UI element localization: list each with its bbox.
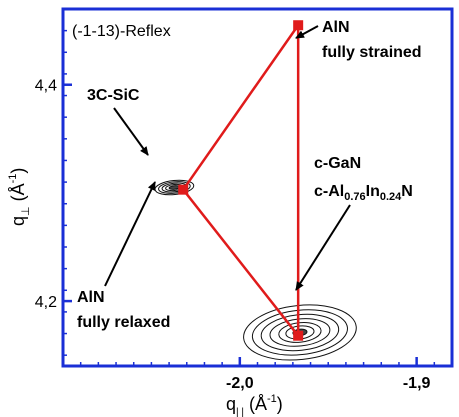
panel-label: (-1-13)-Reflex: [72, 23, 171, 40]
x-tick-label-0: -2,0: [226, 375, 254, 392]
arrow-aln-relaxed: [104, 181, 156, 287]
point-marker-2: [293, 330, 304, 341]
y-tick-label-1: 4,2: [35, 294, 57, 311]
triangle-layer: [178, 20, 304, 341]
y-tick-label-0: 4,4: [35, 78, 57, 95]
arrow-gan: [295, 204, 351, 291]
arrow-3c-sic: [113, 107, 149, 156]
y-axis-label: q⊥ (Å-1): [7, 168, 32, 226]
point-marker-0: [293, 20, 304, 31]
strain-triangle: [181, 21, 300, 340]
annotation-aln-relaxed-line1: AlN: [77, 289, 105, 306]
arrow-aln-strained: [295, 25, 319, 39]
tick-layer: -2,0 -1,9 4,4 4,2: [35, 8, 436, 392]
annotation-aln-strained-line2: fully strained: [322, 44, 422, 61]
annotation-aln-strained-line1: AlN: [322, 19, 350, 36]
contour-3c-sic-1: [158, 181, 191, 194]
annotation-aln-relaxed-line2: fully relaxed: [77, 314, 170, 331]
annotation-algan-line2: c-Al0.76In0.24N: [314, 183, 413, 203]
contour-3c-sic-4: [168, 185, 181, 190]
point-marker-1: [178, 184, 189, 195]
x-axis-label: q| | (Å-1): [226, 393, 283, 417]
plot-frame: [61, 7, 454, 368]
annotation-gan-line1: c-GaN: [314, 155, 361, 172]
annotation-3c-sic: 3C-SiC: [87, 87, 140, 104]
x-tick-label-1: -1,9: [403, 375, 431, 392]
contour-layer: [154, 179, 357, 361]
